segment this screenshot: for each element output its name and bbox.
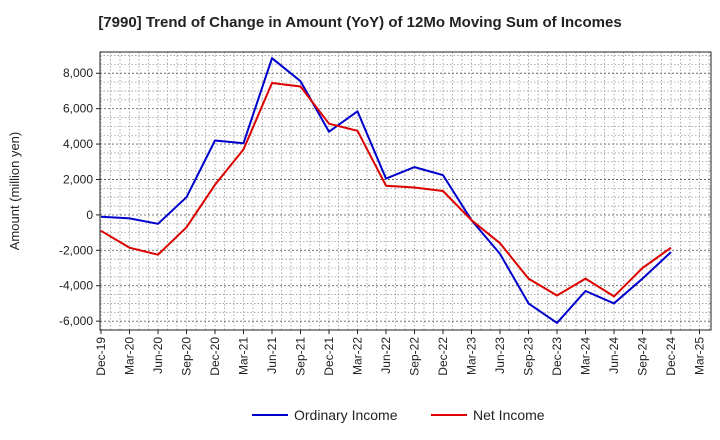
x-axis: Dec-19 Mar-20 Jun-20 Sep-20 Dec-20 Mar-21 Jun-… xyxy=(94,330,707,376)
y-tick-label: 2,000 xyxy=(63,172,93,186)
y-tick-label: 8,000 xyxy=(63,66,93,80)
x-tick-label: Dec-22 xyxy=(436,337,450,376)
series-lines xyxy=(100,57,672,324)
x-tick-label: Sep-23 xyxy=(522,337,536,376)
plot-background xyxy=(100,52,711,330)
x-tick-label: Jun-24 xyxy=(607,337,621,374)
y-tick-label: -6,000 xyxy=(59,314,93,328)
x-tick-label: Jun-20 xyxy=(151,337,165,374)
y-tick-label: -2,000 xyxy=(59,243,93,257)
legend-label-ordinary-income: Ordinary Income xyxy=(294,407,398,423)
x-tick-label: Sep-22 xyxy=(408,337,422,376)
x-tick-label: Dec-24 xyxy=(664,337,678,376)
x-tick-label: Jun-22 xyxy=(379,337,393,374)
x-tick-label: Mar-22 xyxy=(351,337,365,375)
x-tick-label: Dec-23 xyxy=(550,337,564,376)
x-tick-label: Jun-21 xyxy=(265,337,279,374)
chart-title: [7990] Trend of Change in Amount (YoY) o… xyxy=(98,14,622,31)
y-tick-label: 0 xyxy=(86,208,93,222)
series-line-net-income xyxy=(100,82,672,298)
x-tick-label: Dec-21 xyxy=(322,337,336,376)
x-tick-label: Mar-24 xyxy=(579,337,593,375)
plot-frame xyxy=(99,51,712,331)
x-tick-label: Mar-20 xyxy=(123,337,137,375)
y-tick-label: -4,000 xyxy=(59,279,93,293)
y-tick-label: 6,000 xyxy=(63,102,93,116)
y-axis: -6,000 -4,000 -2,000 0 2,000 4,000 6,000 8,000 xyxy=(59,66,100,328)
y-axis-label: Amount (million yen) xyxy=(7,132,22,251)
series-line-ordinary-income xyxy=(100,57,672,324)
x-tick-label: Mar-21 xyxy=(237,337,251,375)
x-tick-label: Sep-20 xyxy=(180,337,194,376)
x-tick-label: Jun-23 xyxy=(493,337,507,374)
x-tick-label: Mar-25 xyxy=(693,337,707,375)
x-tick-label: Dec-19 xyxy=(94,337,108,376)
y-tick-label: 4,000 xyxy=(63,137,93,151)
x-tick-label: Mar-23 xyxy=(465,337,479,375)
legend: Ordinary Income Net Income xyxy=(252,407,545,423)
grid-lines xyxy=(100,52,711,331)
x-tick-label: Sep-24 xyxy=(636,337,650,376)
x-tick-label: Dec-20 xyxy=(208,337,222,376)
legend-label-net-income: Net Income xyxy=(473,407,545,423)
x-tick-label: Sep-21 xyxy=(294,337,308,376)
